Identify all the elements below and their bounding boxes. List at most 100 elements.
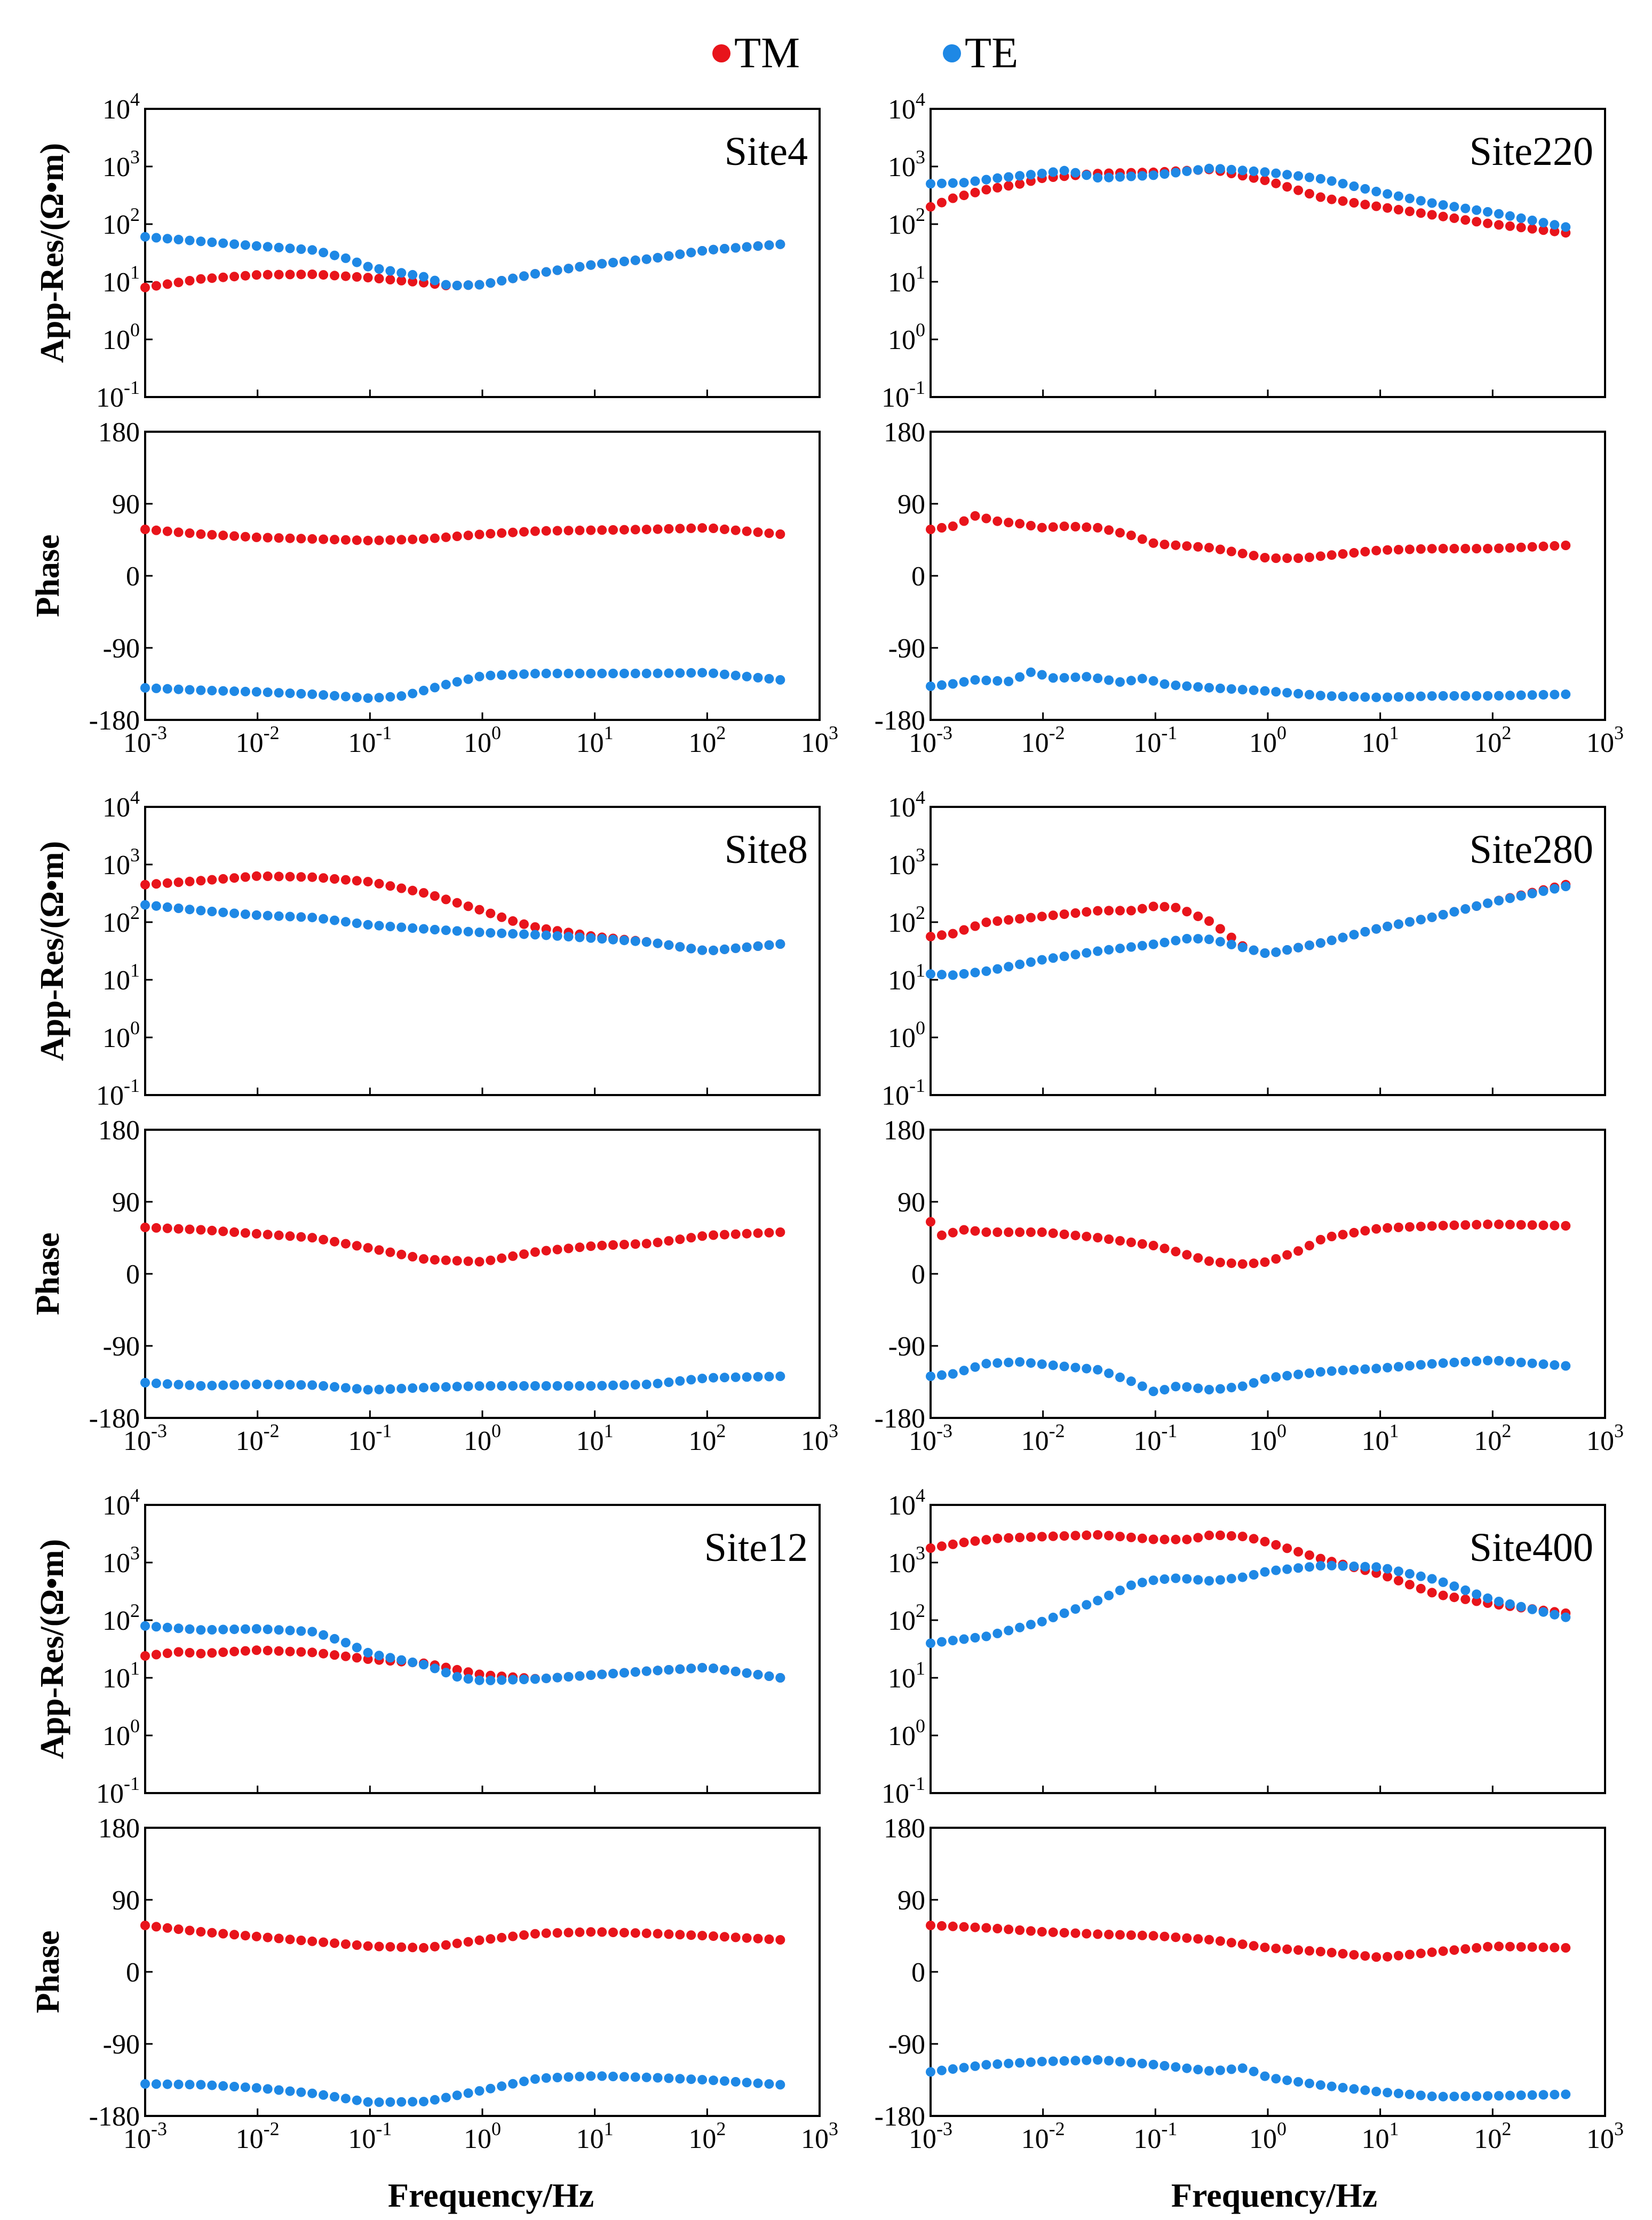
te-phase-point — [742, 2078, 752, 2088]
te-phase-point — [1349, 2084, 1359, 2094]
te-res-point — [307, 913, 317, 923]
te-res-point — [474, 927, 485, 938]
te-res-point — [1438, 200, 1448, 210]
tm-res-point — [319, 1648, 329, 1659]
app-res-axis-label: App-Res/(Ω•m) — [34, 841, 70, 1061]
te-phase-point — [1438, 2091, 1448, 2102]
te-res-point — [1338, 179, 1348, 189]
te-phase-point — [597, 669, 607, 678]
tm-phase-point — [151, 1223, 161, 1233]
tm-res-point — [970, 921, 980, 931]
te-phase-point — [519, 2076, 529, 2087]
te-res-point — [1137, 941, 1147, 951]
te-res-point — [263, 1624, 273, 1635]
frequency-axis-labels: Frequency/Hz Frequency/Hz — [388, 2176, 1377, 2214]
tm-res-point — [508, 916, 518, 926]
tm-phase-point — [697, 523, 708, 533]
te-res-point — [419, 1660, 428, 1670]
tm-phase-point — [653, 524, 663, 534]
te-phase-point — [926, 1371, 935, 1381]
tm-res-point — [274, 269, 284, 280]
tm-res-point — [1026, 1532, 1036, 1542]
te-phase-point — [630, 2072, 640, 2082]
tm-res-point — [1004, 1533, 1014, 1543]
frequency-tick-label: 101 — [576, 722, 614, 758]
res-tick-label: 100 — [102, 1017, 140, 1053]
phase-tick-label: 180 — [884, 1813, 925, 1844]
tm-phase-point — [764, 1934, 774, 1944]
te-phase-point — [1449, 1358, 1459, 1368]
frequency-tick-label: 102 — [1474, 722, 1511, 758]
tm-res-point — [936, 1541, 947, 1551]
te-res-point — [296, 912, 306, 922]
te-phase-point — [340, 1383, 351, 1393]
te-phase-point — [1260, 2071, 1270, 2081]
res-tick-label: 102 — [102, 204, 140, 240]
tm-res-point — [948, 193, 958, 203]
phase-tick-label: -180 — [89, 705, 140, 736]
te-phase-point — [1527, 2090, 1537, 2100]
te-phase-point — [608, 2072, 618, 2081]
tm-res-point — [1260, 175, 1270, 185]
te-phase-point — [686, 668, 696, 678]
te-phase-point — [1204, 1385, 1214, 1394]
tm-res-point — [1427, 1588, 1437, 1598]
te-phase-point — [1182, 681, 1192, 691]
te-res-point — [463, 926, 473, 937]
tm-phase-point — [1093, 1233, 1103, 1243]
te-phase-point — [151, 683, 161, 693]
te-phase-point — [1026, 667, 1036, 677]
te-phase-point — [970, 675, 980, 685]
te-phase-point — [541, 669, 551, 678]
te-phase-point — [1104, 2056, 1114, 2066]
te-phase-point — [697, 1374, 708, 1384]
te-res-point — [497, 276, 507, 286]
phase-plot-frame — [930, 1129, 1606, 1419]
tm-res-point — [463, 1667, 473, 1677]
phase-tick-label: -90 — [103, 1331, 140, 1362]
te-res-point — [240, 240, 250, 250]
te-res-point — [352, 918, 362, 929]
tm-res-point — [1449, 1592, 1459, 1603]
tm-phase-point — [430, 1255, 440, 1265]
res-tick-label: 102 — [102, 902, 140, 938]
tm-phase-point — [1416, 544, 1426, 554]
tm-res-point — [274, 871, 284, 882]
tm-phase-point — [575, 1242, 585, 1252]
te-res-point — [1383, 1564, 1393, 1574]
te-phase-point — [1104, 1368, 1114, 1378]
tm-phase-point — [981, 513, 991, 524]
res-tick-label: 104 — [888, 1485, 925, 1521]
phase-tick-label: -180 — [89, 2102, 140, 2132]
te-phase-point — [948, 1369, 958, 1379]
frequency-tick-label: 101 — [576, 1420, 614, 1456]
te-res-point — [1037, 955, 1047, 965]
te-res-point — [285, 1626, 295, 1636]
tm-phase-point — [1282, 1944, 1292, 1954]
tm-phase-point — [1449, 544, 1459, 553]
te-res-point — [1360, 184, 1370, 194]
tm-phase-point — [1538, 541, 1548, 551]
te-phase-point — [1561, 2089, 1571, 2099]
phase-tick-label: 180 — [98, 417, 140, 448]
te-phase-point — [1148, 1386, 1158, 1397]
te-res-point — [552, 1672, 562, 1683]
te-phase-point — [263, 2084, 273, 2094]
tm-phase-point — [753, 1228, 763, 1238]
frequency-tick-label: 10-2 — [1021, 2118, 1065, 2154]
te-res-point — [1148, 1575, 1158, 1585]
tm-phase-point — [419, 534, 428, 544]
te-res-point — [1527, 216, 1537, 225]
te-phase-point — [396, 1384, 407, 1393]
te-res-point — [1115, 1585, 1125, 1596]
te-phase-point — [441, 679, 451, 689]
te-res-point — [1416, 1571, 1426, 1581]
tm-res-point — [140, 1651, 150, 1661]
te-phase-point — [1360, 1364, 1370, 1374]
te-res-point — [1327, 935, 1337, 946]
te-phase-point — [1394, 2088, 1403, 2098]
te-phase-point — [196, 685, 206, 695]
te-res-point — [1204, 163, 1214, 173]
te-phase-point — [1516, 2090, 1526, 2100]
tm-phase-point — [1226, 546, 1236, 557]
